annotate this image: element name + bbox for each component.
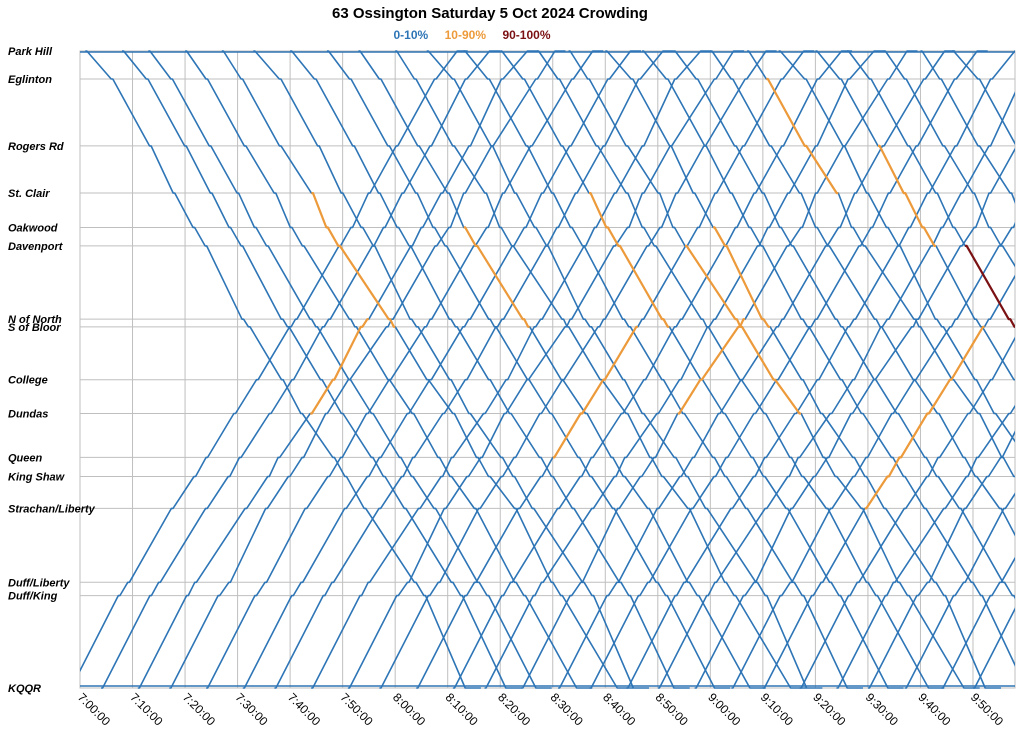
northbound-trip-line — [799, 336, 1015, 689]
stop-label: Eglinton — [8, 74, 52, 86]
southbound-trip-line — [605, 50, 1001, 689]
stop-label: Strachan/Liberty — [8, 503, 96, 515]
x-tick-label: 8:10:00 — [443, 690, 481, 728]
x-tick-label: 7:50:00 — [338, 690, 376, 728]
x-tick-label: 8:00:00 — [390, 690, 428, 728]
stop-label: Rogers Rd — [8, 141, 64, 153]
southbound-trip-line — [85, 50, 481, 689]
northbound-trip-line — [347, 50, 745, 689]
northbound-trip-line — [836, 404, 1015, 689]
crowding-segment-90-100 — [965, 244, 1015, 328]
stop-label: Dundas — [8, 408, 48, 420]
x-tick-label: 7:10:00 — [127, 690, 165, 728]
southbound-trip-line — [920, 50, 1015, 205]
southbound-trip-line — [537, 50, 945, 689]
stop-label: Queen — [8, 452, 43, 464]
x-tick-label: 9:20:00 — [810, 690, 848, 728]
crowding-segment-10-90 — [677, 318, 746, 415]
legend-item-high: 90-100% — [502, 28, 550, 42]
x-tick-label: 8:50:00 — [653, 690, 691, 728]
stop-label: N of North — [8, 314, 62, 326]
southbound-trip-line — [642, 50, 1015, 667]
x-tick-label: 8:30:00 — [548, 690, 586, 728]
northbound-trip-line — [311, 50, 712, 689]
southbound-trip-line — [710, 50, 1015, 537]
x-tick-label: 7:40:00 — [285, 690, 323, 728]
southbound-trip-line — [122, 50, 522, 689]
stop-label: Duff/King — [8, 591, 58, 603]
crowding-segment-10-90 — [766, 77, 839, 195]
legend-item-mid: 10-90% — [445, 28, 487, 42]
legend-row: 0-10% 10-90% 90-100% — [393, 26, 550, 43]
northbound-trip-line — [867, 430, 1015, 689]
southbound-trip-line — [326, 50, 731, 689]
northbound-trip-line — [589, 50, 988, 689]
southbound-trip-line — [463, 50, 863, 689]
northbound-trip-line — [379, 50, 777, 689]
southbound-trip-line — [358, 50, 766, 689]
crowding-segment-10-90 — [864, 325, 985, 510]
crowding-segment-10-90 — [713, 226, 771, 328]
crowding-segment-10-90 — [589, 192, 670, 328]
x-tick-label: 7:00:00 — [75, 690, 113, 728]
stop-label: College — [8, 375, 48, 387]
northbound-trip-line — [904, 492, 1015, 689]
southbound-trip-line — [500, 50, 904, 689]
northbound-trip-line — [941, 556, 1015, 689]
x-tick-label: 7:20:00 — [180, 690, 218, 728]
stop-label: KQQR — [8, 683, 41, 695]
x-tick-label: 9:40:00 — [915, 690, 953, 728]
northbound-trip-line — [657, 91, 1015, 689]
southbound-trip-line — [221, 50, 633, 689]
stop-label: S of Bloor — [8, 322, 61, 334]
northbound-trip-line — [558, 50, 956, 689]
stop-labels: Park Hill Eglinton Rogers Rd St. Clair Oakwo… — [8, 46, 96, 695]
x-tick-label: 9:00:00 — [705, 690, 743, 728]
x-tick-label: 9:10:00 — [758, 690, 796, 728]
stop-label: Duff/Liberty — [8, 577, 70, 589]
southbound-trip-line — [290, 50, 690, 689]
crowding-segment-10-90 — [878, 144, 936, 247]
northbound-trip-line — [274, 50, 674, 689]
southbound-trip-line — [253, 50, 649, 689]
crowding-segment-10-90 — [311, 192, 396, 328]
northbound-trip-line — [169, 50, 566, 689]
x-tick-label: 8:40:00 — [600, 690, 638, 728]
stop-label: King Shaw — [8, 472, 66, 484]
stop-label: Park Hill — [8, 46, 53, 58]
legend-item-low: 0-10% — [393, 28, 428, 42]
southbound-trip-line — [883, 50, 1015, 268]
crowding-segments — [310, 77, 1015, 510]
x-tick-label: 7:30:00 — [232, 690, 270, 728]
northbound-trip-line — [452, 50, 853, 689]
southbound-trip-line — [185, 50, 593, 689]
chart-title: 63 Ossington Saturday 5 Oct 2024 Crowdin… — [332, 5, 648, 22]
x-tick-label: 8:20:00 — [495, 690, 533, 728]
northbound-trip-line — [242, 50, 641, 689]
trip-lines — [80, 50, 1015, 689]
southbound-trip-line — [673, 50, 1015, 600]
x-tick-label: 9:50:00 — [968, 690, 1006, 728]
southbound-trip-line — [426, 50, 823, 689]
southbound-trip-line — [148, 50, 552, 689]
northbound-trip-line — [101, 50, 501, 689]
time-tick-labels: 7:00:00 7:10:00 7:20:00 7:30:00 7:40:00 7:50:… — [75, 690, 1006, 728]
northbound-trip-line — [694, 147, 1015, 689]
stop-label: Davenport — [8, 241, 64, 253]
northbound-trip-line — [80, 50, 468, 673]
crowding-segment-10-90 — [463, 226, 530, 328]
x-tick-label: 9:30:00 — [863, 690, 901, 728]
northbound-trip-line — [626, 50, 1015, 689]
crowding-segment-10-90 — [552, 325, 638, 459]
stop-label: Oakwood — [8, 222, 58, 234]
crowding-segment-10-90 — [310, 318, 369, 415]
stop-label: St. Clair — [8, 188, 50, 200]
southbound-trip-line — [395, 50, 807, 689]
northbound-trip-line — [731, 221, 1015, 689]
northbound-trip-line — [206, 50, 604, 689]
